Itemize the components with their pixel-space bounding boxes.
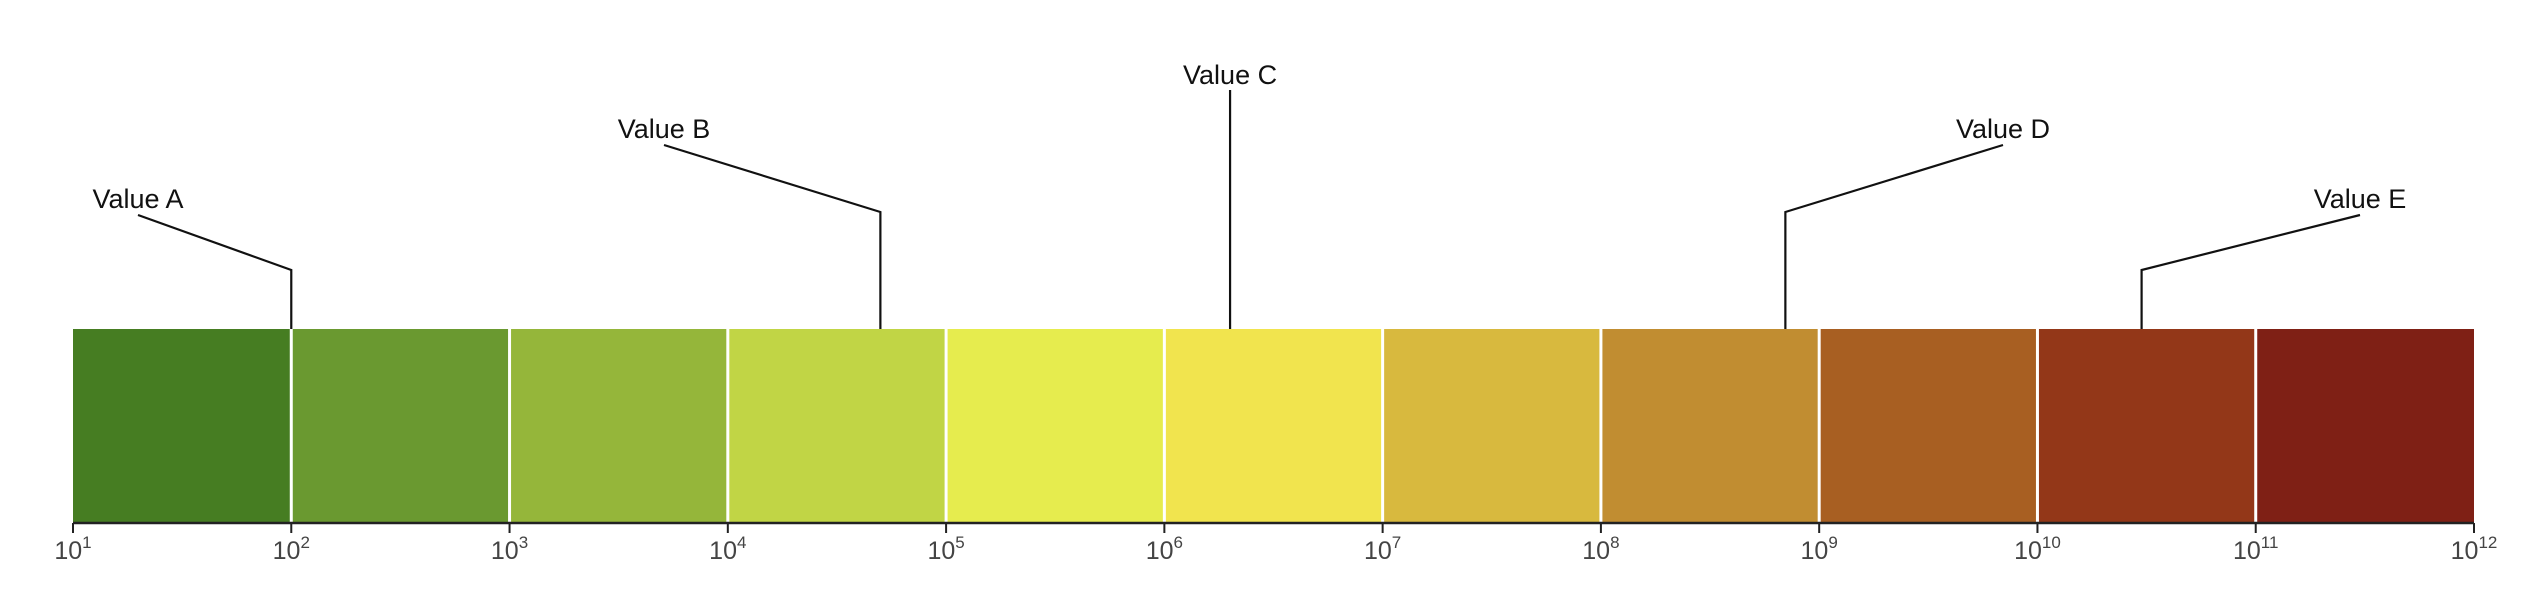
color-segment-1	[73, 329, 292, 523]
x-axis-ticks: 101 102 103 104 105 106 107 108 109 1010 1011 1012	[54, 523, 2497, 565]
annotation-label-3: Value C	[1183, 60, 1277, 90]
color-segment-4	[727, 329, 947, 523]
color-segment-3	[509, 329, 728, 523]
x-tick-label-12: 1012	[2451, 533, 2498, 565]
segment-dividers	[289, 329, 2258, 523]
x-tick-label-8: 108	[1582, 533, 1619, 565]
x-tick-label-10: 1010	[2014, 533, 2061, 565]
annotation-leader-4	[1784, 143, 2004, 329]
annotation-label-4: Value D	[1956, 114, 2050, 144]
color-segment-8	[1600, 329, 1820, 523]
annotation-label-1: Value A	[92, 184, 183, 214]
x-tick-label-6: 106	[1146, 533, 1183, 565]
color-segment-9	[1819, 329, 2038, 523]
x-tick-label-2: 102	[273, 533, 310, 565]
annotation-leader-5	[2140, 213, 2361, 329]
x-tick-label-5: 105	[927, 533, 964, 565]
color-segment-7	[1382, 329, 1601, 523]
x-tick-label-4: 104	[709, 533, 746, 565]
color-segment-11	[2255, 329, 2474, 523]
x-tick-label-3: 103	[491, 533, 528, 565]
x-tick-label-1: 101	[54, 533, 91, 565]
x-tick-label-7: 107	[1364, 533, 1401, 565]
color-segment-6	[1164, 329, 1383, 523]
annotation-label-5: Value E	[2314, 184, 2407, 214]
color-segment-10	[2037, 329, 2256, 523]
color-segment-5	[946, 329, 1165, 523]
annotation-leader-1	[137, 213, 293, 329]
value-annotations: Value A Value B Value C Value D Value E	[92, 60, 2406, 329]
color-segment-2	[291, 329, 510, 523]
annotation-leader-2	[663, 143, 882, 329]
color-band	[73, 329, 2474, 523]
x-tick-label-9: 109	[1801, 533, 1838, 565]
x-tick-label-11: 1011	[2233, 533, 2278, 565]
annotation-label-2: Value B	[618, 114, 711, 144]
